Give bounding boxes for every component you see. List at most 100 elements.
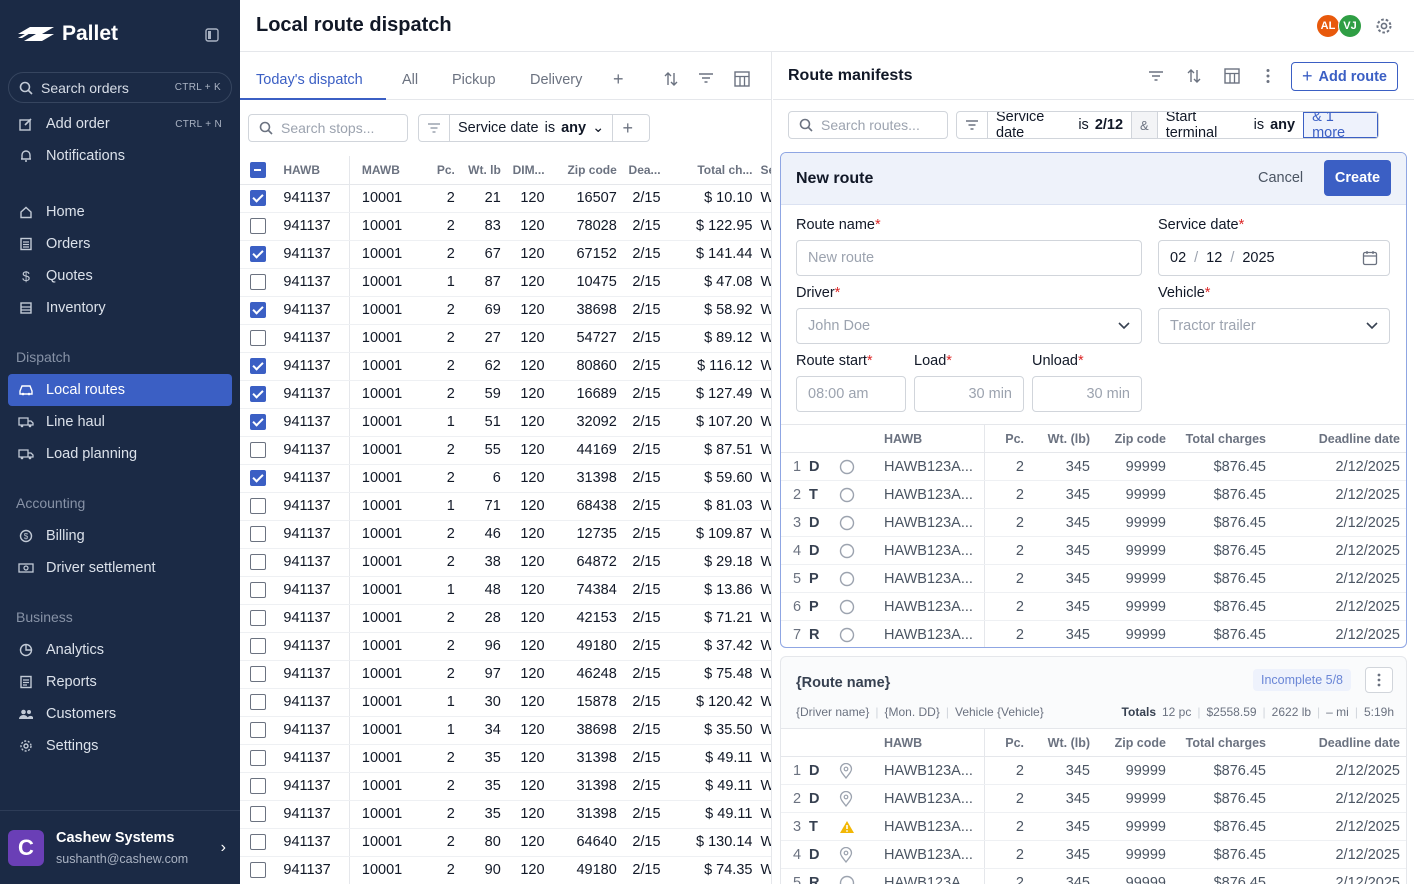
sidebar-item-quotes[interactable]: $ Quotes <box>8 260 232 292</box>
row-checkbox[interactable] <box>240 212 280 241</box>
row-checkbox[interactable] <box>240 268 280 297</box>
circle-icon[interactable] <box>835 620 880 647</box>
column-header[interactable]: Total charges <box>1170 424 1270 453</box>
circle-icon[interactable] <box>835 480 880 509</box>
row-checkbox[interactable] <box>240 380 280 409</box>
row-checkbox[interactable] <box>240 352 280 381</box>
column-header[interactable]: DIM... <box>504 156 549 185</box>
add-order-button[interactable]: Add order CTRL + N <box>8 108 232 140</box>
column-header[interactable]: Pc. <box>984 424 1028 453</box>
tab-all[interactable]: All <box>402 72 419 88</box>
service-date-filter[interactable]: Service date is any ⌄ + <box>418 114 650 142</box>
tab-pickup[interactable]: Pickup <box>452 72 496 88</box>
row-checkbox[interactable] <box>240 772 280 801</box>
column-header[interactable]: HAWB <box>279 156 350 185</box>
column-header[interactable]: Zip code <box>1094 728 1170 757</box>
column-header[interactable]: Wt. lb <box>458 156 505 185</box>
sort-icon[interactable] <box>664 71 678 87</box>
columns-icon[interactable] <box>1224 68 1240 84</box>
more-filters-button[interactable]: & 1 more <box>1303 112 1378 138</box>
collapse-sidebar-icon[interactable] <box>205 28 219 42</box>
route-start-input[interactable]: 08:00 am <box>796 376 906 412</box>
circle-icon[interactable] <box>835 536 880 565</box>
tab-delivery[interactable]: Delivery <box>530 72 583 88</box>
table-row[interactable]: 1 D HAWB123A... 2 345 99999 $876.45 2/12/2025 <box>781 756 1406 785</box>
row-checkbox[interactable] <box>240 464 280 493</box>
route-name-input[interactable]: New route <box>796 240 1142 276</box>
table-row[interactable]: 5 P HAWB123A... 2 345 99999 $876.45 2/12/2025 <box>781 564 1406 593</box>
sidebar-item-local-routes[interactable]: Local routes <box>8 374 232 406</box>
column-header[interactable]: Deadline date <box>1270 424 1406 453</box>
sidebar-item-customers[interactable]: Customers <box>8 698 232 730</box>
create-button[interactable]: Create <box>1324 160 1391 196</box>
sidebar-item-line-haul[interactable]: Line haul <box>8 406 232 438</box>
calendar-icon[interactable] <box>1362 250 1378 266</box>
table-row[interactable]: 7 R HAWB123A... 2 345 99999 $876.45 2/12/2025 <box>781 620 1406 647</box>
table-row[interactable]: 1 D HAWB123A... 2 345 99999 $876.45 2/12/2025 <box>781 452 1406 481</box>
add-route-button[interactable]: + Add route <box>1291 62 1398 91</box>
more-vertical-icon[interactable] <box>1365 667 1393 693</box>
sidebar-item-analytics[interactable]: Analytics <box>8 634 232 666</box>
pin-icon[interactable] <box>835 756 880 785</box>
column-header[interactable]: Total ch... <box>664 156 757 185</box>
sidebar-item-driver-settlement[interactable]: Driver settlement <box>8 552 232 584</box>
sidebar-item-reports[interactable]: Reports <box>8 666 232 698</box>
table-row[interactable]: 3 D HAWB123A... 2 345 99999 $876.45 2/12/2025 <box>781 508 1406 537</box>
notifications-link[interactable]: Notifications <box>8 140 232 172</box>
row-checkbox[interactable] <box>240 520 280 549</box>
sort-icon[interactable] <box>1187 68 1201 84</box>
row-checkbox[interactable] <box>240 716 280 745</box>
column-header[interactable]: Zip code <box>548 156 621 185</box>
avatar[interactable]: VJ <box>1338 14 1362 38</box>
column-header[interactable]: Pc. <box>984 728 1028 757</box>
driver-select[interactable]: John Doe <box>796 308 1142 344</box>
sidebar-item-settings[interactable]: Settings <box>8 730 232 762</box>
row-checkbox[interactable] <box>240 800 280 829</box>
table-row[interactable]: 4 D HAWB123A... 2 345 99999 $876.45 2/12/2025 <box>781 536 1406 565</box>
gear-icon[interactable] <box>1375 17 1393 35</box>
column-header[interactable]: HAWB <box>880 424 985 453</box>
table-row[interactable]: 4 D HAWB123A... 2 345 99999 $876.45 2/12/2025 <box>781 840 1406 869</box>
pin-icon[interactable] <box>835 840 880 869</box>
row-checkbox[interactable] <box>240 240 280 269</box>
pin-icon[interactable] <box>835 784 880 813</box>
more-vertical-icon[interactable] <box>1266 68 1270 84</box>
cancel-button[interactable]: Cancel <box>1258 170 1304 186</box>
column-header[interactable]: Zip code <box>1094 424 1170 453</box>
circle-icon[interactable] <box>835 452 880 481</box>
sidebar-item-inventory[interactable]: Inventory <box>8 292 232 324</box>
select-all-checkbox[interactable] <box>240 156 280 185</box>
circle-icon[interactable] <box>835 564 880 593</box>
sidebar-item-billing[interactable]: $ Billing <box>8 520 232 552</box>
circle-icon[interactable] <box>835 508 880 537</box>
service-date-filter[interactable]: Service date is 2/12 <box>987 112 1131 138</box>
column-header[interactable]: Pc. <box>419 156 459 185</box>
column-header[interactable]: Wt. (lb) <box>1028 728 1094 757</box>
column-header[interactable]: Wt. (lb) <box>1028 424 1094 453</box>
unload-input[interactable]: 30 min <box>1032 376 1142 412</box>
row-checkbox[interactable] <box>240 632 280 661</box>
filter-icon[interactable] <box>1148 69 1164 83</box>
route-filters[interactable]: Service date is 2/12 & Start terminal is any… <box>956 111 1379 139</box>
column-header[interactable]: MAWB <box>348 156 420 185</box>
sidebar-item-home[interactable]: Home <box>8 196 232 228</box>
